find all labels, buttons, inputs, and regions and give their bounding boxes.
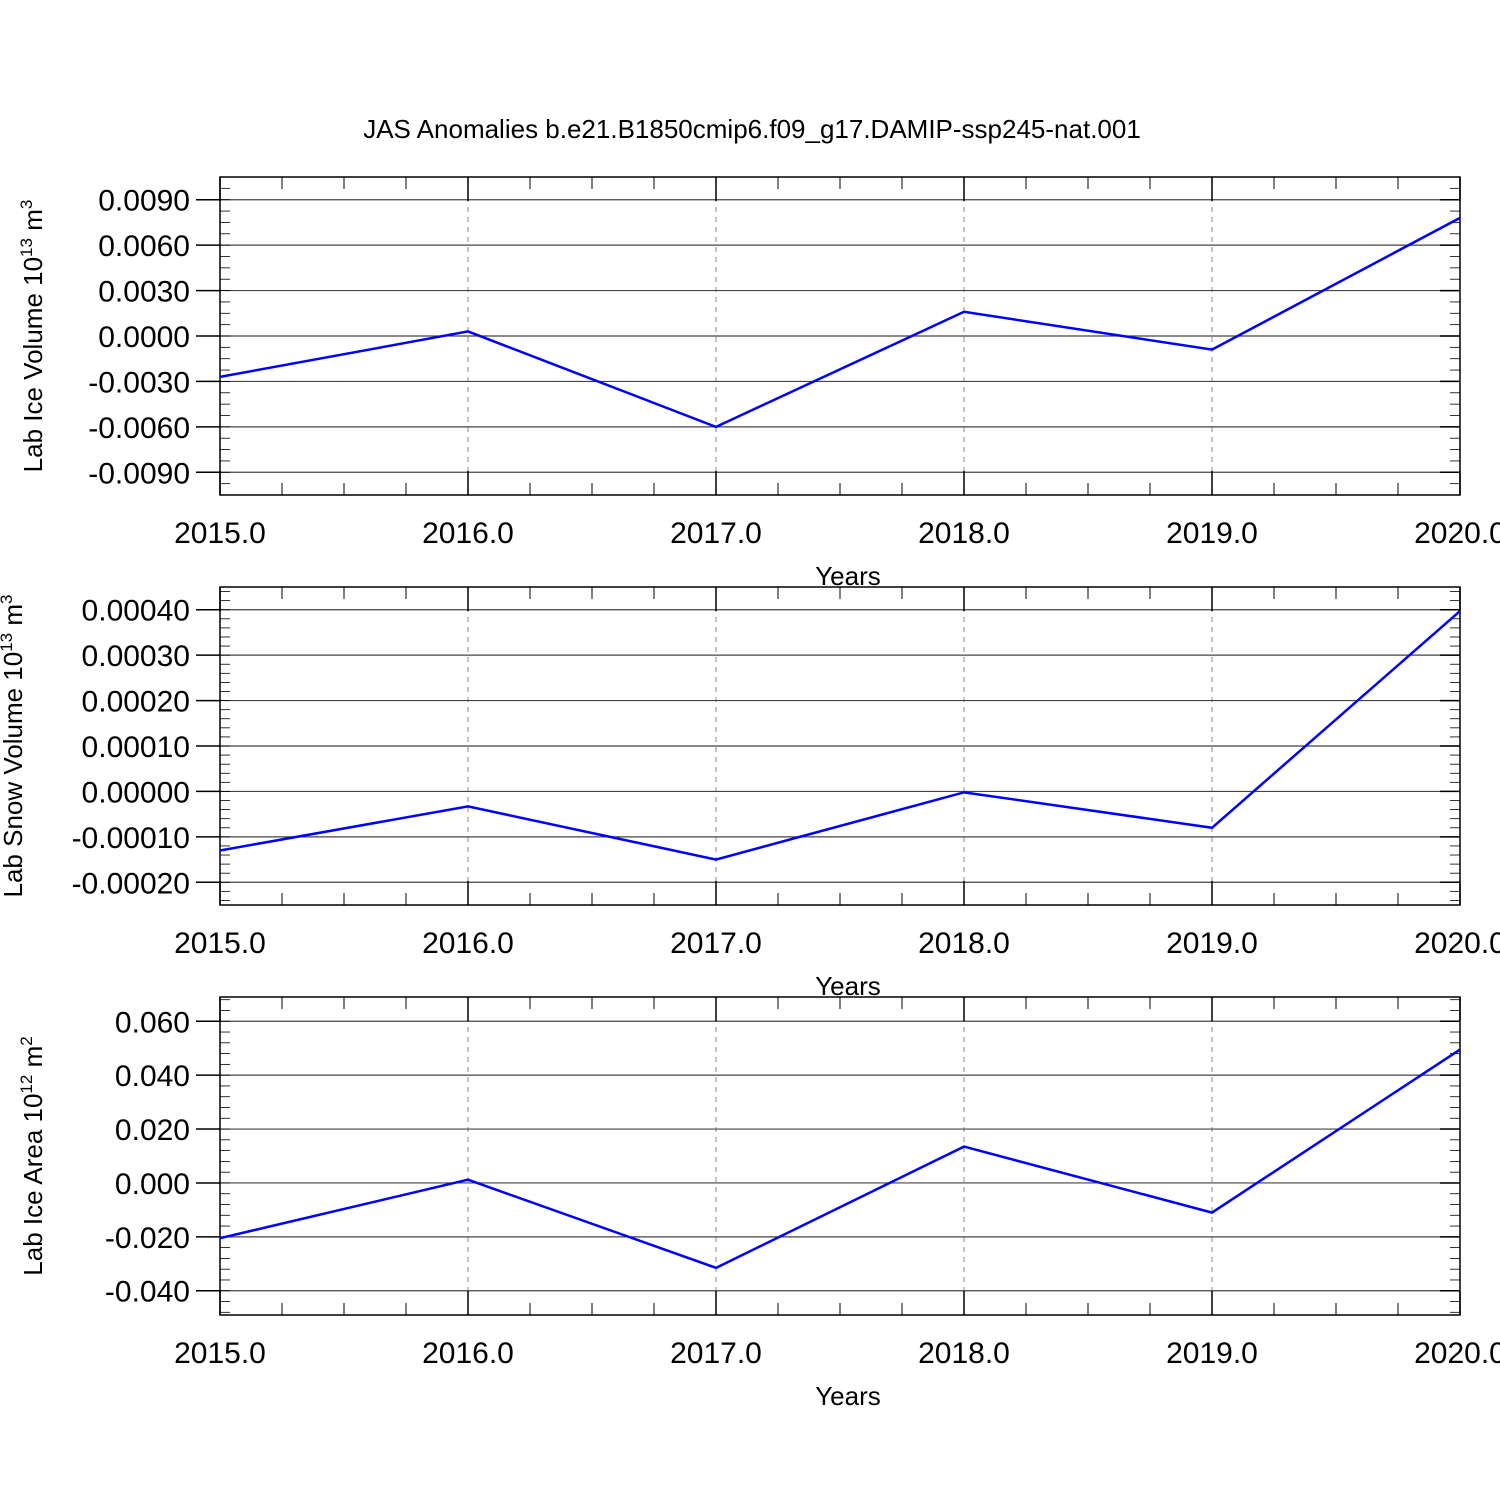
x-tick-label: 2020.0 xyxy=(1414,517,1500,550)
series-line xyxy=(219,1048,1461,1270)
x-tick-label: 2015.0 xyxy=(174,1337,266,1370)
y-axis-label: Lab Ice Volume 1013 m3 xyxy=(17,200,48,473)
chart-panel-3: 2015.0 2016.0 2017.0 2018.0 2019.0 2020.0 0.06… xyxy=(17,996,1500,1411)
y-tick-label: -0.00010 xyxy=(72,822,190,855)
x-tick-label: 2015.0 xyxy=(174,517,266,550)
x-tick-label: 2018.0 xyxy=(918,517,1010,550)
y-tick-label: 0.0090 xyxy=(98,185,190,218)
y-tick-label: -0.0060 xyxy=(88,412,190,445)
x-tick-label: 2018.0 xyxy=(918,927,1010,960)
y-axis-label: Lab Ice Area 1012 m2 xyxy=(17,1036,48,1275)
y-tick-label: -0.0090 xyxy=(88,457,190,490)
y-tick-label: 0.00000 xyxy=(82,776,190,809)
y-tick-label: 0.00030 xyxy=(82,640,190,673)
plot-frame xyxy=(219,176,1461,496)
x-axis-label: Years xyxy=(815,1381,881,1411)
series-line xyxy=(219,216,1461,429)
x-tick-label: 2019.0 xyxy=(1166,927,1258,960)
plot-frame xyxy=(219,996,1461,1316)
x-tick-label: 2019.0 xyxy=(1166,1337,1258,1370)
y-tick-label: 0.00020 xyxy=(82,686,190,719)
y-tick-label: 0.00010 xyxy=(82,731,190,764)
figure-title: JAS Anomalies b.e21.B1850cmip6.f09_g17.D… xyxy=(363,114,1141,144)
x-tick-label: 2019.0 xyxy=(1166,517,1258,550)
series-line xyxy=(219,610,1461,861)
y-tick-label: 0.0030 xyxy=(98,276,190,309)
panels: 2015.0 2016.0 2017.0 2018.0 2019.0 2020.0 0.00… xyxy=(0,176,1500,1411)
x-tick-label: 2015.0 xyxy=(174,927,266,960)
y-tick-label: 0.040 xyxy=(115,1060,190,1093)
y-tick-label: -0.020 xyxy=(105,1222,190,1255)
y-tick-label: -0.040 xyxy=(105,1276,190,1309)
y-tick-label: 0.060 xyxy=(115,1006,190,1039)
y-tick-label: 0.00040 xyxy=(82,595,190,628)
x-tick-label: 2016.0 xyxy=(422,1337,514,1370)
x-tick-label: 2020.0 xyxy=(1414,1337,1500,1370)
x-tick-label: 2016.0 xyxy=(422,927,514,960)
plot-frame xyxy=(219,586,1461,906)
x-axis-label: Years xyxy=(815,561,881,591)
x-tick-label: 2017.0 xyxy=(670,517,762,550)
x-tick-label: 2018.0 xyxy=(918,1337,1010,1370)
x-tick-label: 2016.0 xyxy=(422,517,514,550)
y-axis-label: Lab Snow Volume 1013 m3 xyxy=(0,594,28,897)
chart-panel-2: 2015.0 2016.0 2017.0 2018.0 2019.0 2020.0 0.00… xyxy=(0,586,1500,1001)
x-axis-label: Years xyxy=(815,971,881,1001)
y-tick-label: -0.0030 xyxy=(88,366,190,399)
y-tick-label: 0.0000 xyxy=(98,321,190,354)
y-tick-label: -0.00020 xyxy=(72,867,190,900)
chart-panel-1: 2015.0 2016.0 2017.0 2018.0 2019.0 2020.0 0.00… xyxy=(17,176,1500,591)
x-tick-label: 2020.0 xyxy=(1414,927,1500,960)
x-tick-label: 2017.0 xyxy=(670,1337,762,1370)
x-tick-label: 2017.0 xyxy=(670,927,762,960)
y-tick-label: 0.0060 xyxy=(98,230,190,263)
y-tick-label: 0.020 xyxy=(115,1114,190,1147)
y-tick-label: 0.000 xyxy=(115,1168,190,1201)
